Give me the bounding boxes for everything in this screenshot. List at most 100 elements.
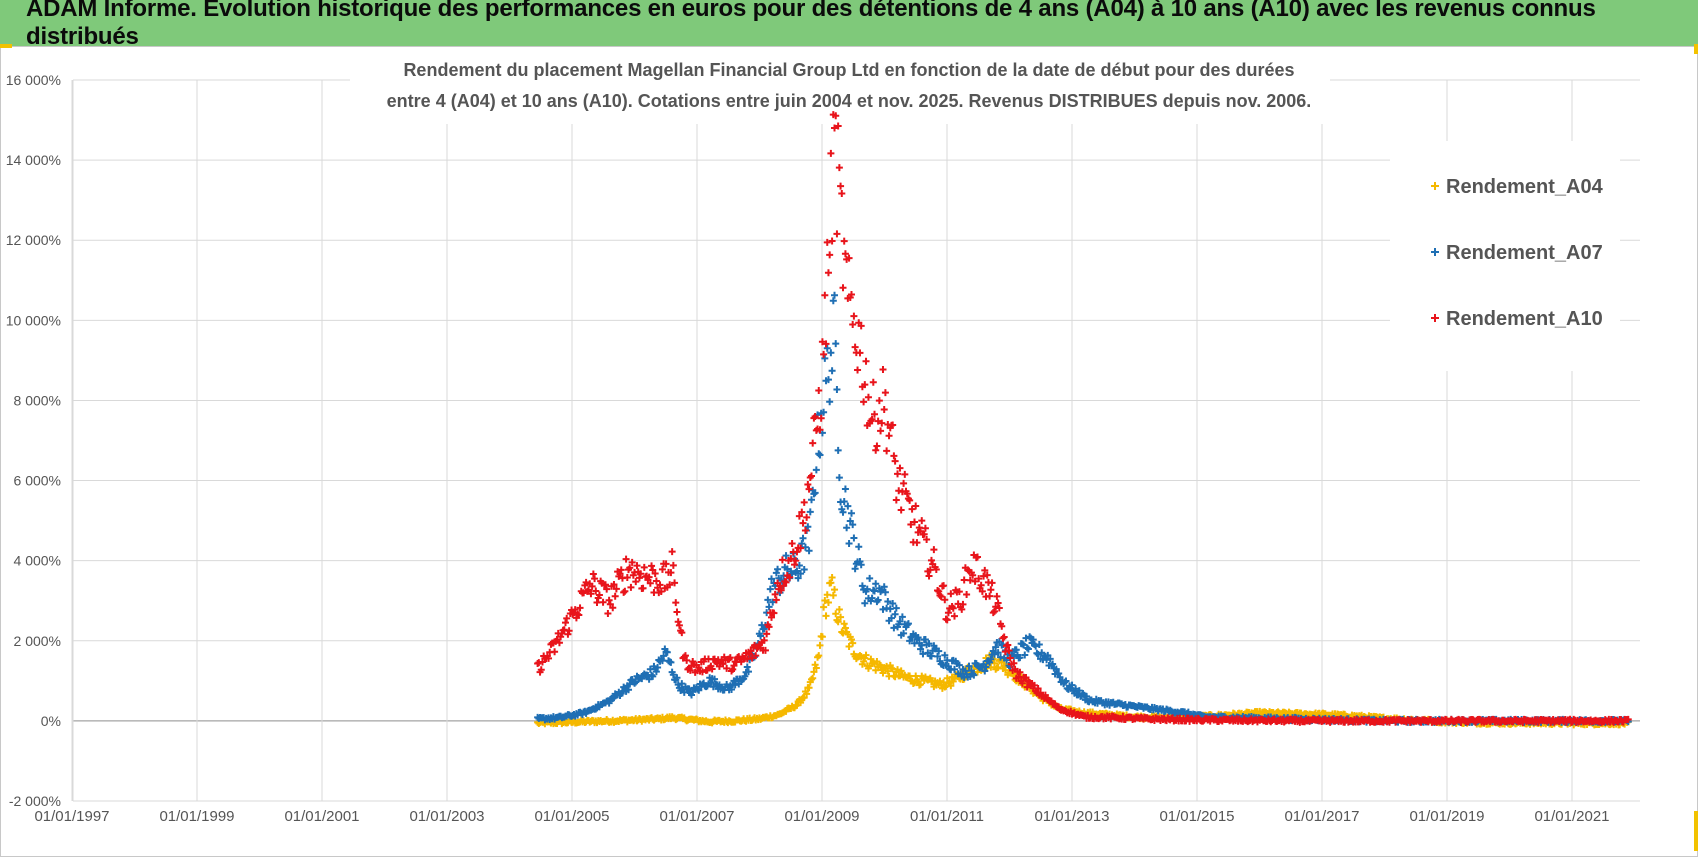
data-point [822, 340, 830, 348]
data-point [666, 581, 674, 589]
data-point [831, 586, 839, 594]
data-point [603, 585, 611, 593]
data-point [799, 534, 807, 542]
data-point [617, 566, 625, 574]
data-point [857, 322, 865, 330]
data-point [807, 472, 815, 480]
data-point [986, 592, 994, 600]
data-point [1018, 640, 1026, 648]
data-point [958, 605, 966, 613]
data-point [989, 609, 997, 617]
data-point [669, 671, 677, 679]
data-point [935, 647, 943, 655]
data-point [805, 684, 813, 692]
data-point [601, 581, 609, 589]
data-point [1061, 678, 1069, 686]
data-point [918, 517, 926, 525]
data-point [810, 668, 818, 676]
data-point [663, 648, 671, 656]
data-point [845, 540, 853, 548]
data-point [741, 672, 749, 680]
data-point [828, 367, 836, 375]
data-point [841, 624, 849, 632]
data-point [660, 652, 668, 660]
data-point [604, 609, 612, 617]
data-point [795, 512, 803, 520]
data-point [561, 619, 569, 627]
data-point [869, 378, 877, 386]
data-point [621, 587, 629, 595]
legend-box [1390, 141, 1620, 371]
data-point [606, 600, 614, 608]
data-point [804, 523, 812, 531]
data-point [818, 633, 826, 641]
data-point [861, 599, 869, 607]
data-point [593, 599, 601, 607]
data-point [827, 579, 835, 587]
y-tick-label: 4 000% [14, 553, 61, 569]
data-point [805, 547, 813, 555]
data-point [1030, 681, 1038, 689]
data-point [936, 591, 944, 599]
x-tick-label: 01/01/2017 [1284, 808, 1359, 825]
corner-marker-top-left [0, 44, 12, 48]
data-point [652, 577, 660, 585]
data-point [879, 669, 887, 677]
data-point [791, 561, 799, 569]
data-point [915, 524, 923, 532]
legend-label: Rendement_A07 [1446, 242, 1603, 264]
data-point [847, 291, 855, 299]
data-point [648, 671, 656, 679]
data-point [1016, 654, 1024, 662]
data-point [903, 490, 911, 498]
data-point [592, 705, 600, 713]
data-point [860, 398, 868, 406]
data-point [824, 269, 832, 277]
data-point [673, 608, 681, 616]
data-point [969, 571, 977, 579]
data-point [903, 621, 911, 629]
data-point [965, 662, 973, 670]
data-point [823, 238, 831, 246]
data-point [835, 605, 843, 613]
data-point [675, 621, 683, 629]
data-point [668, 548, 676, 556]
data-point [886, 605, 894, 613]
data-point [894, 666, 902, 674]
data-point [971, 577, 979, 585]
data-point [768, 575, 776, 583]
x-tick-label: 01/01/2019 [1409, 808, 1484, 825]
data-point [1046, 655, 1054, 663]
data-point [838, 189, 846, 197]
data-point [821, 597, 829, 605]
data-point [563, 614, 571, 622]
data-point [809, 674, 817, 682]
data-point [820, 350, 828, 358]
data-point [623, 573, 631, 581]
data-point [576, 604, 584, 612]
data-point [949, 604, 957, 612]
data-point [889, 599, 897, 607]
data-point [932, 565, 940, 573]
data-point [990, 607, 998, 615]
data-point [760, 625, 768, 633]
data-point [851, 343, 859, 351]
data-point [927, 556, 935, 564]
scatter-chart: -2 000% 0% 2 000% 4 000% 6 000% 8 000% 10 000%… [6, 54, 1640, 825]
data-point [1001, 666, 1009, 674]
data-point [832, 340, 840, 348]
data-point [648, 562, 656, 570]
data-point [960, 576, 968, 584]
data-point [840, 497, 848, 505]
data-point [823, 344, 831, 352]
data-point [792, 557, 800, 565]
data-point [654, 664, 662, 672]
data-point [827, 349, 835, 357]
data-point [992, 603, 1000, 611]
data-point [862, 651, 870, 659]
data-point [890, 452, 898, 460]
data-point [992, 643, 1000, 651]
data-point [832, 610, 840, 618]
legend-marker-rendement_a04 [1431, 182, 1439, 190]
data-point [765, 603, 773, 611]
